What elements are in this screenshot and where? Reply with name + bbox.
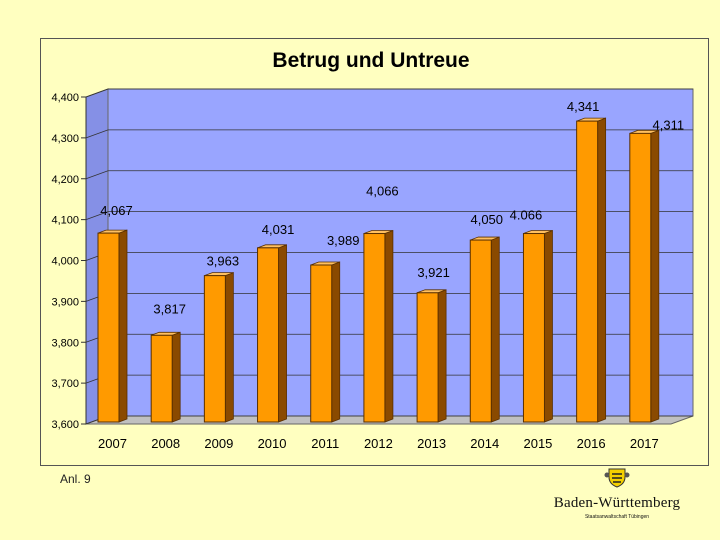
data-label: 4,311 — [653, 117, 685, 132]
bar — [363, 233, 386, 423]
coat-of-arms-icon — [604, 468, 630, 488]
bar-side — [437, 289, 447, 423]
chart-frame: Betrug und Untreue 3,600 3,700 3,800 3,900 4… — [40, 38, 709, 466]
labels: 3,600 3,700 3,800 3,900 4,000 4,100 4,200 4,300… — [51, 92, 684, 451]
data-label: 4,066 — [366, 184, 399, 199]
gridline — [85, 129, 693, 139]
bar-side — [118, 229, 128, 423]
data-label: 4,050 — [470, 212, 503, 227]
x-tick-label: 2017 — [630, 436, 659, 451]
x-tick-label: 2010 — [258, 436, 287, 451]
gridline — [85, 211, 693, 221]
bar — [522, 233, 545, 423]
bar — [310, 264, 333, 423]
bar-side — [224, 272, 234, 423]
data-label: 3,963 — [207, 254, 240, 269]
y-tick-label: 4,200 — [51, 174, 79, 186]
y-tick-label: 4,100 — [51, 215, 79, 227]
data-label: 3,989 — [327, 233, 360, 248]
data-label: 4.066 — [510, 208, 543, 223]
bar-side — [384, 229, 394, 423]
x-tick-label: 2007 — [98, 436, 127, 451]
bar — [150, 334, 173, 423]
bar — [629, 132, 652, 423]
data-label: 3,921 — [417, 265, 450, 280]
y-tick-label: 3,800 — [51, 337, 79, 349]
gridline — [85, 88, 693, 98]
chart-svg: Betrug und Untreue 3,600 3,700 3,800 3,900 4… — [51, 49, 694, 451]
y-tick-label: 3,700 — [51, 378, 79, 390]
x-tick-label: 2015 — [523, 436, 552, 451]
bar-side — [278, 244, 287, 423]
y-tick-label: 3,600 — [51, 419, 79, 431]
data-label: 4,341 — [567, 99, 600, 114]
x-tick-label: 2014 — [470, 436, 499, 451]
y-tick-label: 4,300 — [51, 133, 79, 145]
data-label: 4,031 — [262, 222, 295, 237]
bar — [416, 292, 439, 423]
x-tick-label: 2012 — [364, 436, 393, 451]
x-tick-label: 2008 — [151, 436, 180, 451]
bar-side — [597, 117, 607, 423]
bar — [203, 275, 226, 423]
bar — [576, 120, 599, 423]
bar-side — [544, 229, 553, 423]
bar — [97, 232, 120, 423]
bar-side — [490, 236, 500, 423]
bars — [97, 117, 660, 423]
y-tick-label: 3,900 — [51, 296, 79, 308]
chart-title: Betrug und Untreue — [272, 49, 469, 72]
x-tick-label: 2016 — [577, 436, 606, 451]
bar-side — [650, 129, 660, 423]
bar-side — [331, 261, 341, 423]
x-tick-label: 2013 — [417, 436, 446, 451]
logo: Baden-Württemberg Staatsanwaltschaft Tüb… — [552, 466, 682, 530]
x-tick-label: 2011 — [311, 436, 339, 451]
bar-side — [171, 331, 181, 423]
logo-text: Baden-Württemberg — [553, 495, 681, 511]
x-tick-label: 2009 — [204, 436, 233, 451]
y-tick-label: 4,400 — [51, 92, 79, 104]
logo-subtitle: Staatsanwaltschaft Tübingen — [584, 514, 650, 520]
bar — [257, 247, 280, 423]
y-tick-label: 4,000 — [51, 256, 79, 268]
bar — [469, 239, 492, 423]
data-label: 4,067 — [100, 203, 133, 218]
data-label: 3,817 — [153, 301, 186, 316]
gridline — [85, 170, 693, 180]
footnote: Anl. 9 — [60, 472, 91, 486]
